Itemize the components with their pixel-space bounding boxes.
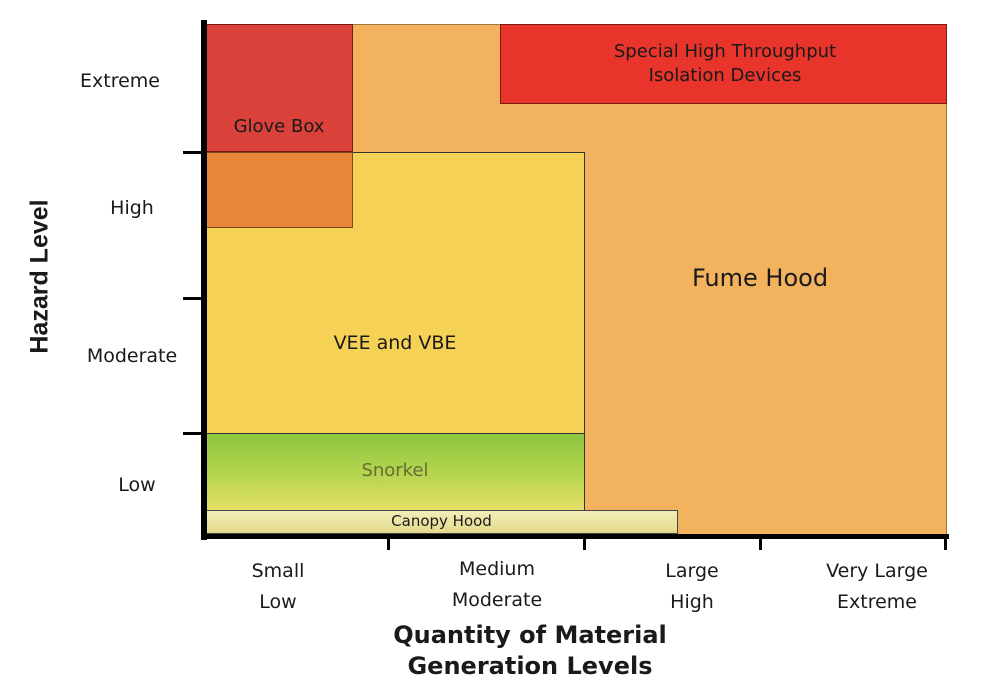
special-isolation-label-line2: Isolation Devices <box>648 65 802 86</box>
glove-box-label: Glove Box <box>233 116 325 137</box>
canopy-hood-region <box>205 510 678 534</box>
x-level-small: Small Low <box>188 556 368 618</box>
y-level-moderate: Moderate <box>86 345 178 367</box>
x-level-very-large: Very Large Extreme <box>787 556 967 618</box>
x-level-large: Large High <box>602 556 782 618</box>
x-axis-line <box>201 534 949 539</box>
canopy-hood-label: Canopy Hood <box>391 512 492 530</box>
x-axis-title: Quantity of Material Generation Levels <box>330 620 730 682</box>
y-tick <box>183 432 203 435</box>
snorkel-label: Snorkel <box>361 460 429 481</box>
x-tick <box>944 538 947 550</box>
x-level-line1: Large <box>665 560 719 582</box>
fume-hood-label: Fume Hood <box>691 264 829 292</box>
snorkel-region <box>205 433 585 513</box>
x-tick <box>387 538 390 550</box>
vee-vbe-label: VEE and VBE <box>333 332 457 354</box>
glove-box-region <box>205 24 353 152</box>
y-axis-line <box>201 20 207 540</box>
x-level-line2: High <box>670 591 714 613</box>
y-level-high: High <box>110 197 154 219</box>
x-axis-title-line1: Quantity of Material <box>393 621 667 649</box>
x-axis-title-line2: Generation Levels <box>407 652 653 680</box>
glove-vee-overlap-region <box>205 152 353 228</box>
x-level-line2: Low <box>259 591 297 613</box>
y-tick <box>183 151 203 154</box>
x-level-line1: Very Large <box>826 560 928 582</box>
y-level-extreme: Extreme <box>80 70 160 92</box>
special-isolation-region <box>500 24 947 104</box>
x-level-line1: Small <box>251 560 305 582</box>
x-tick <box>759 538 762 550</box>
x-level-line2: Moderate <box>451 589 543 611</box>
y-level-low: Low <box>118 474 156 496</box>
y-tick <box>183 297 203 300</box>
x-level-line2: Extreme <box>837 591 917 613</box>
x-tick <box>583 538 586 550</box>
x-level-medium: Medium Moderate <box>407 554 587 616</box>
special-isolation-label: Special High Throughput Isolation Device… <box>540 40 910 88</box>
special-isolation-label-line1: Special High Throughput <box>613 41 837 62</box>
x-level-line1: Medium <box>459 558 535 580</box>
